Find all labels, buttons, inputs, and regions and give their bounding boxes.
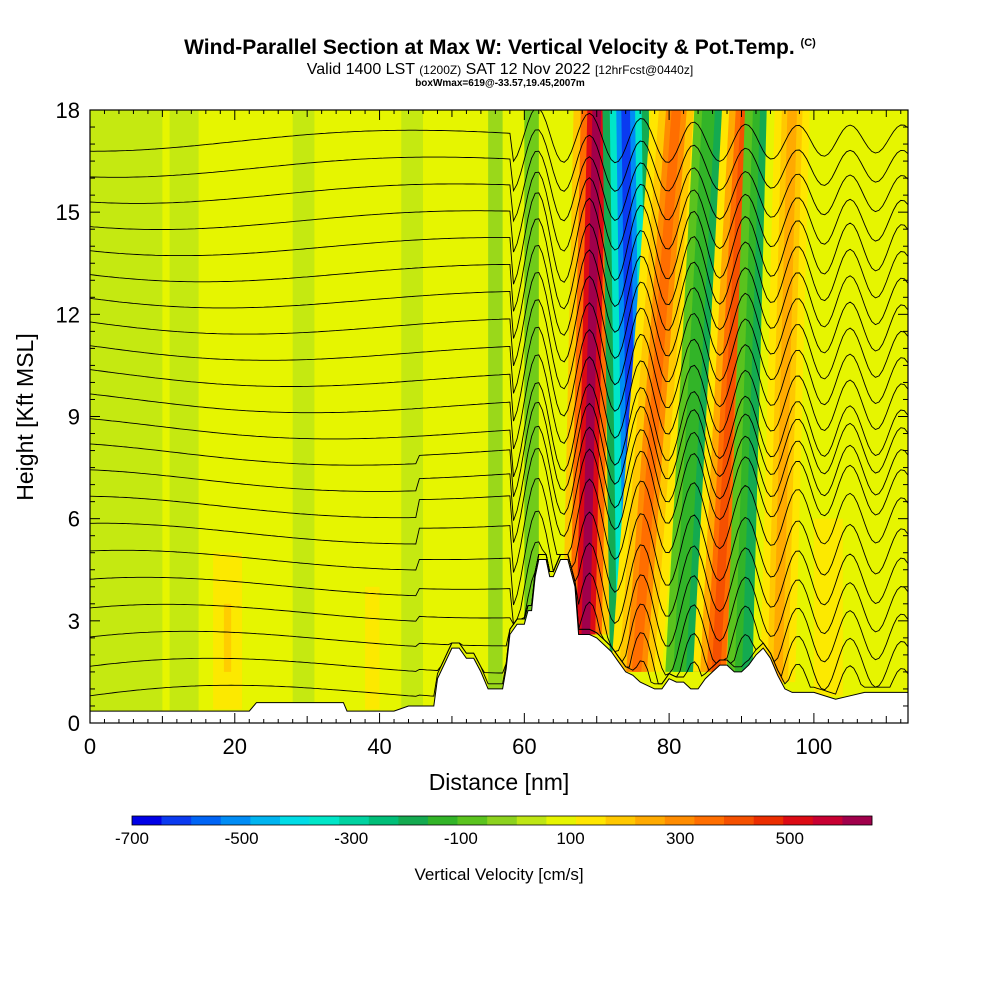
colorbar-swatch xyxy=(812,816,843,825)
x-tick-label: 60 xyxy=(512,734,536,759)
colorbar-swatch xyxy=(161,816,192,825)
y-tick-label: 18 xyxy=(56,98,80,123)
velocity-band xyxy=(631,110,682,672)
colorbar-frame xyxy=(131,815,873,826)
field-patch xyxy=(488,110,503,723)
colorbar-tick-label: -500 xyxy=(225,829,259,848)
chart-subtitle: Valid 1400 LST (1200Z) SAT 12 Nov 2022 [… xyxy=(306,61,694,78)
isentrope-line xyxy=(90,541,908,626)
y-axis-label: Height [Kft MSL] xyxy=(12,333,38,500)
isentrope-line xyxy=(90,354,908,450)
colorbar-swatch xyxy=(457,816,488,825)
y-tick-label: 0 xyxy=(68,711,80,736)
colorbar-swatch xyxy=(576,816,606,825)
colorbar-swatch xyxy=(280,816,310,825)
y-tick-label: 3 xyxy=(68,609,80,634)
isentrope-line xyxy=(90,553,908,653)
colorbar-tick-label: -700 xyxy=(115,829,149,848)
colorbar-label: Vertical Velocity [cm/s] xyxy=(414,865,583,884)
isentrope-line xyxy=(90,326,908,422)
x-tick-label: 0 xyxy=(84,734,96,759)
chart-title: Wind-Parallel Section at Max W: Vertical… xyxy=(184,36,816,59)
colorbar-swatch xyxy=(753,816,784,825)
colorbar-swatch xyxy=(605,816,636,825)
x-tick-label: 40 xyxy=(367,734,391,759)
x-axis-label: Distance [nm] xyxy=(429,769,570,795)
colorbar-swatch xyxy=(309,816,340,825)
colorbar-tick-label: -100 xyxy=(444,829,478,848)
isentrope-line xyxy=(90,110,908,164)
isentrope-line xyxy=(90,382,908,478)
colorbar-swatch xyxy=(191,816,222,825)
copyright-mark: (C) xyxy=(800,37,816,49)
isentropes xyxy=(90,110,908,697)
colorbar-swatch xyxy=(368,816,399,825)
colorbar-swatch xyxy=(428,816,458,825)
isentrope-line xyxy=(90,129,908,193)
colorbar-swatch xyxy=(339,816,370,825)
colorbar-tick-label: 500 xyxy=(776,829,804,848)
field-patch xyxy=(813,518,843,696)
y-tick-label: 6 xyxy=(68,507,80,532)
colorbar-swatch xyxy=(842,816,873,825)
colorbar-swatch xyxy=(546,816,577,825)
y-tick-label: 12 xyxy=(56,302,80,327)
colorbar-swatch xyxy=(132,816,162,825)
colorbar-tick-label: -300 xyxy=(334,829,368,848)
x-tick-label: 100 xyxy=(796,734,833,759)
colorbar-swatch xyxy=(250,816,281,825)
colorbar-swatch xyxy=(694,816,725,825)
field-patch xyxy=(169,110,199,723)
colorbar-swatch xyxy=(516,816,547,825)
velocity-band xyxy=(772,110,797,683)
isentrope-line xyxy=(90,477,908,573)
velocity-band xyxy=(581,110,602,635)
colorbar-swatch xyxy=(664,816,695,825)
colorbar-swatch xyxy=(635,816,666,825)
colorbar-swatch xyxy=(220,816,251,825)
field-patch xyxy=(292,110,315,723)
y-tick-label: 9 xyxy=(68,405,80,430)
colorbar-swatch xyxy=(398,816,429,825)
field-patch xyxy=(90,110,163,723)
field-patch xyxy=(365,586,380,710)
isentrope-line xyxy=(90,401,908,497)
isentrope-line xyxy=(90,447,908,543)
y-axis: 0 3 6 9 12 15 18 xyxy=(56,98,908,736)
isentrope-line xyxy=(90,150,908,223)
y-tick-label: 15 xyxy=(56,200,80,225)
velocity-band xyxy=(711,110,750,672)
isentrope-line xyxy=(90,218,908,312)
isentrope-line xyxy=(90,425,908,521)
field-patch xyxy=(223,603,232,672)
isentrope-line xyxy=(90,192,908,285)
box-info: boxWmax=619@-33.57,19.45,2007m xyxy=(415,78,585,89)
isentrope-line xyxy=(90,271,908,366)
x-axis: 0 20 40 60 80 100 xyxy=(84,110,902,759)
isentrope-line xyxy=(90,299,908,394)
field-patch xyxy=(401,110,423,723)
x-tick-label: 20 xyxy=(223,734,247,759)
isentrope-line xyxy=(90,510,908,606)
terrain xyxy=(89,559,909,724)
x-tick-label: 80 xyxy=(657,734,681,759)
isentrope-line xyxy=(90,244,908,339)
colorbar-swatch xyxy=(724,816,754,825)
isentrope-line xyxy=(90,171,908,253)
colorbar-tick-label: 300 xyxy=(666,829,694,848)
colorbar-tick-label: 100 xyxy=(556,829,584,848)
colorbar-swatch xyxy=(783,816,814,825)
colorbar-swatch xyxy=(487,816,518,825)
colorbar: -700 -500 -300 -100 100 300 500 xyxy=(115,815,873,848)
isentrope-line xyxy=(90,553,908,676)
velocity-field xyxy=(90,110,843,723)
